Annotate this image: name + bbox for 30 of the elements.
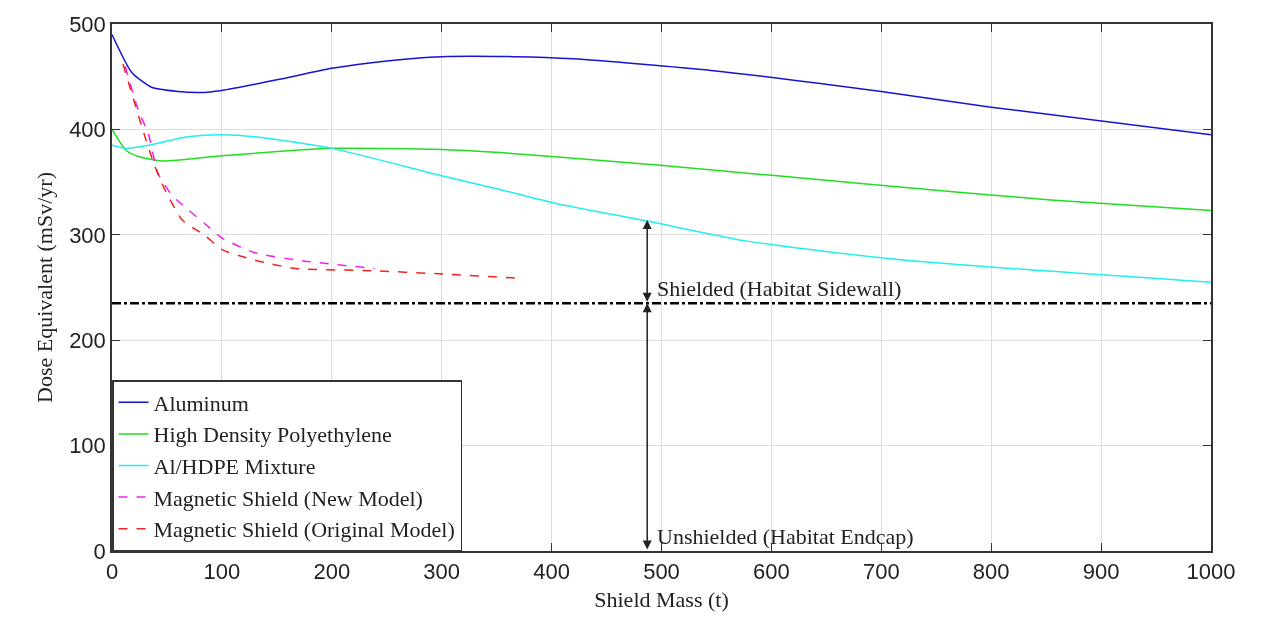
x-tick-label: 700: [862, 559, 900, 585]
line-series: [112, 133, 1211, 283]
y-tick-label: 400: [69, 117, 106, 143]
x-tick-label: 500: [643, 559, 680, 585]
legend-label: Magnetic Shield (Original Model): [153, 517, 455, 543]
y-tick-label: 500: [69, 11, 106, 37]
annotation: Unshielded (Habitat Endcap): [657, 524, 914, 549]
legend-label: Al/HDPE Mixture: [153, 454, 316, 480]
x-tick-label: 1000: [1186, 559, 1236, 585]
y-tick-label: 0: [93, 538, 106, 564]
x-axis-title: Shield Mass (t): [594, 586, 729, 612]
x-tick-label: 400: [533, 559, 570, 585]
y-axis-title: Dose Equivalent (mSv/yr): [32, 172, 58, 403]
x-tick-label: 200: [313, 559, 351, 585]
y-tick-label: 300: [69, 222, 106, 248]
line-series: [112, 33, 1211, 136]
legend-label: Magnetic Shield (New Model): [153, 485, 423, 511]
line-series: [124, 65, 376, 270]
legend-label: High Density Polyethylene: [153, 422, 392, 448]
x-tick-label: 900: [1082, 559, 1120, 585]
annotation: Shielded (Habitat Sidewall): [657, 276, 902, 301]
legend-label: Aluminum: [153, 390, 249, 416]
line-series: [112, 128, 1211, 212]
line-series: [122, 63, 518, 279]
y-tick-label: 200: [69, 327, 106, 353]
x-tick-label: 800: [972, 559, 1010, 585]
y-tick-label: 100: [69, 433, 106, 459]
x-tick-label: 100: [203, 559, 241, 585]
x-tick-label: 300: [423, 559, 461, 585]
x-tick-label: 600: [753, 559, 790, 585]
